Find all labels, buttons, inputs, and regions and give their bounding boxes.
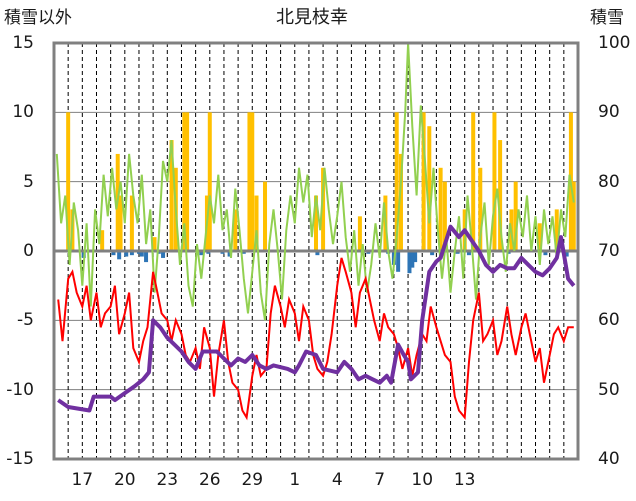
snowfall-bar xyxy=(185,112,190,251)
snowfall-bar xyxy=(263,181,268,251)
precip-bar xyxy=(161,251,166,258)
snowfall-bar xyxy=(100,230,105,251)
snowfall-bar xyxy=(394,112,399,251)
snowfall-bar xyxy=(398,153,403,251)
x-tick-label: 10 xyxy=(411,470,434,490)
snowfall-bar xyxy=(571,181,576,251)
snowfall-bar xyxy=(207,112,212,251)
precip-bar xyxy=(396,251,401,272)
chart-title: 北見枝幸 xyxy=(276,7,348,28)
precip-bar xyxy=(407,251,412,274)
precip-bar xyxy=(413,251,418,263)
right-tick-label: 100 xyxy=(598,33,631,53)
snowfall-bar xyxy=(537,223,542,251)
precip-bar xyxy=(139,251,144,257)
right-tick-label: 50 xyxy=(598,379,620,400)
plot-frame xyxy=(52,41,580,461)
precip-bar xyxy=(129,251,134,256)
snowfall-bar xyxy=(357,216,362,251)
snowfall-bar xyxy=(152,237,157,251)
min-temperature-line xyxy=(57,257,574,421)
left-tick-label: 15 xyxy=(12,33,34,53)
x-tick-label: 4 xyxy=(331,470,343,490)
snowfall-bar xyxy=(66,112,71,251)
x-tick-label: 1 xyxy=(289,470,301,490)
right-tick-label: 90 xyxy=(598,102,620,123)
x-tick-label: 29 xyxy=(241,470,264,490)
precip-bar xyxy=(117,251,122,260)
snowfall-bar xyxy=(314,195,318,251)
precip-bar xyxy=(315,251,320,256)
snow-depth-line xyxy=(57,224,576,413)
precip-bar xyxy=(227,251,232,257)
snowfall-bar xyxy=(129,195,134,251)
snowfall-bar xyxy=(498,140,503,251)
snowfall-bar xyxy=(321,167,326,251)
right-tick-label: 40 xyxy=(598,449,620,469)
x-tick-label: 13 xyxy=(453,470,476,490)
left-tick-label: -5 xyxy=(17,310,34,331)
precip-bar xyxy=(543,251,548,256)
snowfall-bar xyxy=(421,112,426,251)
left-tick-label: 5 xyxy=(23,171,34,192)
snowfall-bar xyxy=(247,112,252,251)
precip-bar xyxy=(199,251,204,256)
snowfall-bar xyxy=(478,167,483,251)
snowfall-bar xyxy=(427,126,432,251)
x-tick-label: 26 xyxy=(198,470,221,490)
left-tick-label: 10 xyxy=(12,102,34,123)
snowfall-bar xyxy=(250,112,255,251)
x-tick-label: 23 xyxy=(156,470,179,490)
snowfall-bar xyxy=(182,112,187,251)
snowfall-bar xyxy=(513,181,518,251)
snowfall-bar xyxy=(233,209,238,251)
snowfall-bar xyxy=(442,181,447,251)
snowfall-bar xyxy=(554,209,559,251)
precip-bar xyxy=(144,251,149,263)
snowfall-bar xyxy=(492,112,497,251)
right-tick-label: 60 xyxy=(598,310,620,331)
precip-bar xyxy=(430,251,435,256)
snowfall-bar xyxy=(438,167,443,251)
x-tick-label: 17 xyxy=(71,470,94,490)
right-axis-title: 積雪 xyxy=(590,8,624,28)
left-tick-label: -10 xyxy=(6,379,34,400)
snowfall-bar xyxy=(118,195,123,251)
snowfall-bar xyxy=(471,112,476,251)
left-axis-title: 積雪以外 xyxy=(4,8,72,28)
left-tick-label: 0 xyxy=(23,241,34,261)
precip-bar xyxy=(111,251,116,256)
snowfall-bar xyxy=(254,195,259,251)
precip-bar xyxy=(466,251,471,256)
snowfall-bar xyxy=(169,140,174,251)
left-tick-label: -15 xyxy=(6,449,34,469)
precip-bar xyxy=(410,251,415,268)
right-tick-label: 80 xyxy=(598,171,620,192)
right-tick-label: 70 xyxy=(598,241,620,261)
precip-bar xyxy=(564,251,569,257)
x-tick-label: 7 xyxy=(374,470,386,490)
x-tick-label: 20 xyxy=(113,470,136,490)
precip-bar xyxy=(124,251,129,257)
max-temperature-line xyxy=(55,42,575,321)
